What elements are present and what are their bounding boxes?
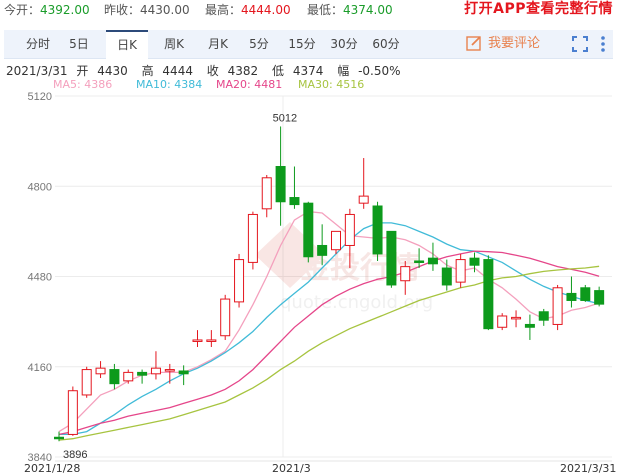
candle[interactable] <box>123 369 134 384</box>
edit-icon <box>466 36 481 51</box>
candle[interactable] <box>511 310 522 328</box>
svg-text:金投行情: 金投行情 <box>299 251 420 286</box>
open-app-link[interactable]: 打开APP查看完整行情 <box>464 1 613 17</box>
candle[interactable] <box>524 314 535 340</box>
more-vertical-icon[interactable] <box>598 34 608 54</box>
candle[interactable] <box>552 284 563 331</box>
candle[interactable] <box>206 330 217 348</box>
svg-text:3896: 3896 <box>63 449 87 461</box>
legend-ma20: MA20: 4481 <box>216 78 283 91</box>
candle[interactable] <box>580 284 591 302</box>
quote-bar: 今开：4392.00 昨收：4430.00 最高：4444.00 最低：4374… <box>0 0 617 26</box>
period-tabbar: 分时 5日 日K 周K 月K 5分 15分 30分 60分 我要评论 <box>4 30 613 59</box>
candle[interactable] <box>150 351 161 380</box>
x-tick-start: 2021/1/28 <box>24 462 81 475</box>
ohlc-summary: 2021/3/31 开 4430 高 4444 收 4382 低 4374 幅 … <box>6 62 411 79</box>
candle[interactable] <box>109 363 120 390</box>
ma-line-ma10 <box>59 222 600 436</box>
candle[interactable] <box>358 158 369 209</box>
candle[interactable] <box>594 286 605 307</box>
tab-weekly-k[interactable]: 周K <box>164 37 184 51</box>
svg-text:4800: 4800 <box>28 181 52 193</box>
candle[interactable] <box>137 369 148 384</box>
ohlc-high: 高 4444 <box>141 64 193 78</box>
candle[interactable] <box>247 211 258 270</box>
tab-monthly-k[interactable]: 月K <box>208 37 228 51</box>
candle[interactable] <box>178 365 189 386</box>
candle[interactable] <box>566 276 577 308</box>
svg-text:quote.cngold.org: quote.cngold.org <box>280 292 433 313</box>
candle[interactable] <box>497 313 508 331</box>
x-tick-end: 2021/3/31 <box>560 462 617 475</box>
ma-line-ma5 <box>58 210 600 433</box>
ma-line-ma20 <box>58 250 600 436</box>
legend-ma30: MA30: 4516 <box>298 78 365 91</box>
svg-text:5120: 5120 <box>28 91 52 103</box>
fullscreen-icon[interactable] <box>572 36 588 52</box>
candle[interactable] <box>331 230 341 254</box>
legend-ma5: MA5: 4386 <box>53 78 113 91</box>
prev-close-price: 昨收：4430.00 <box>104 3 190 17</box>
open-price: 今开：4392.00 <box>4 3 90 17</box>
candle[interactable] <box>441 259 452 291</box>
x-tick-mid: 2021/3 <box>272 462 311 475</box>
tab-60min[interactable]: 60分 <box>372 37 400 51</box>
tab-5day[interactable]: 5日 <box>69 37 89 51</box>
tab-30min[interactable]: 30分 <box>330 37 358 51</box>
tab-15min[interactable]: 15分 <box>288 37 316 51</box>
candle[interactable] <box>81 366 92 398</box>
candle[interactable] <box>455 253 466 288</box>
tab-daily-k[interactable]: 日K <box>106 30 148 59</box>
candle[interactable] <box>317 224 328 266</box>
candlestick-chart[interactable]: 3840 4160 4480 4800 5120 金投行情 quote.cngold.org… <box>0 88 617 476</box>
candle[interactable] <box>483 255 494 331</box>
candle[interactable] <box>372 201 383 261</box>
candle[interactable] <box>400 260 411 295</box>
candle[interactable] <box>303 201 314 263</box>
ma-line-ma30 <box>58 265 600 441</box>
comment-button[interactable]: 我要评论 <box>466 30 540 58</box>
candle[interactable] <box>234 253 245 308</box>
comment-label: 我要评论 <box>488 36 541 51</box>
candle[interactable] <box>275 126 286 226</box>
ohlc-change: 幅 -0.50% <box>337 64 401 78</box>
svg-text:5012: 5012 <box>273 112 297 124</box>
svg-text:4480: 4480 <box>28 272 52 284</box>
candle[interactable] <box>427 242 438 271</box>
candle[interactable] <box>54 431 64 442</box>
candle[interactable] <box>538 308 549 326</box>
candle[interactable] <box>164 363 175 384</box>
tab-5min[interactable]: 5分 <box>249 37 269 51</box>
candle[interactable] <box>344 208 355 269</box>
candle[interactable] <box>414 248 425 269</box>
candle[interactable] <box>469 252 480 273</box>
ohlc-open: 开 4430 <box>76 64 128 78</box>
candle[interactable] <box>95 361 106 379</box>
candle[interactable] <box>220 294 231 340</box>
ohlc-low: 低 4374 <box>272 64 324 78</box>
low-price: 最低：4374.00 <box>307 3 393 17</box>
candle[interactable] <box>386 230 397 288</box>
svg-text:4160: 4160 <box>28 362 52 374</box>
legend-ma10: MA10: 4384 <box>136 78 203 91</box>
tab-intraday[interactable]: 分时 <box>25 37 50 51</box>
ohlc-date: 2021/3/31 <box>6 64 68 78</box>
svg-text:3840: 3840 <box>28 452 52 464</box>
high-price: 最高：4444.00 <box>205 3 291 17</box>
candle[interactable] <box>67 386 78 436</box>
candle[interactable] <box>192 330 203 348</box>
candle[interactable] <box>261 174 272 218</box>
ohlc-close: 收 4382 <box>206 64 259 78</box>
candle[interactable] <box>289 166 300 209</box>
